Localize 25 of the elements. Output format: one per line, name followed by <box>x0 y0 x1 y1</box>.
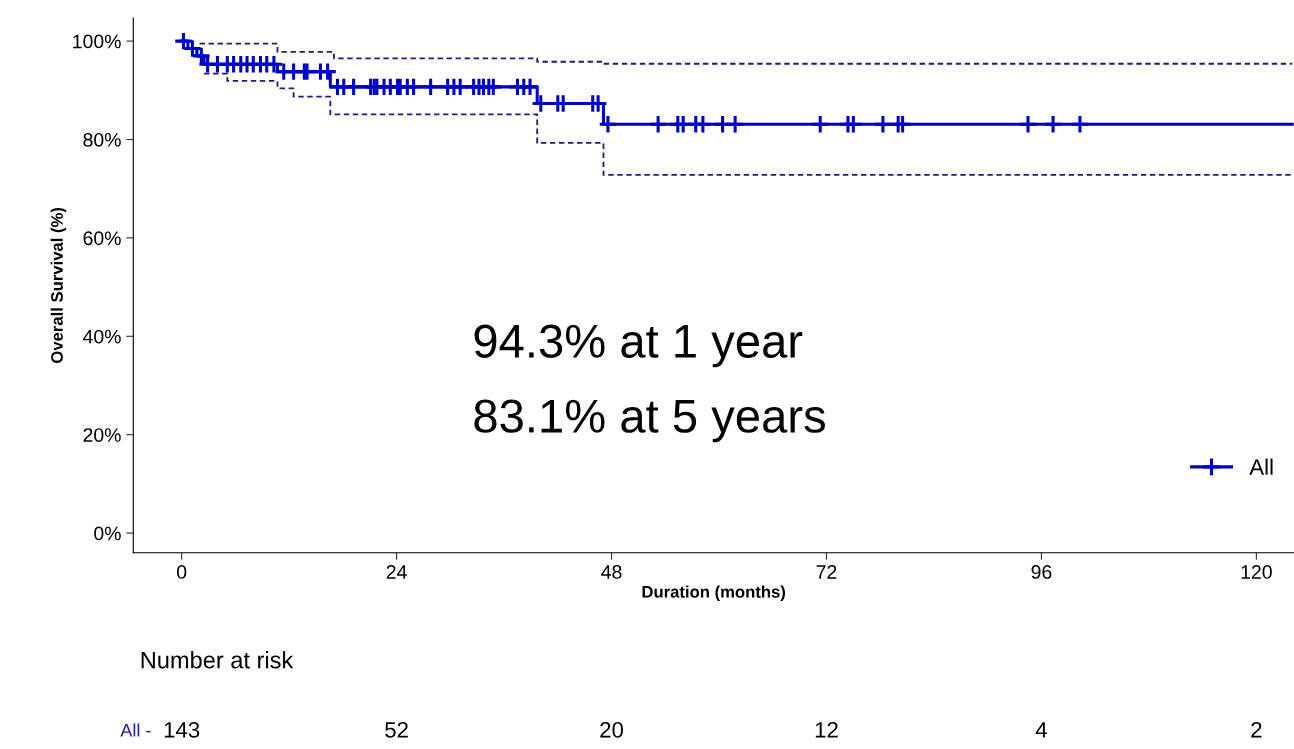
text: 2 <box>1251 722 1262 738</box>
legend-label: All <box>1249 458 1273 475</box>
x-axis-title: Duration (months) <box>642 585 786 602</box>
text: 143 <box>164 722 200 738</box>
x-tick-label: 72 <box>816 565 837 579</box>
y-axis-title: Overall Survival (%) <box>50 207 67 363</box>
text: 52 <box>385 722 408 738</box>
y-tick-label: 40% <box>83 329 121 344</box>
y-tick-label: 100% <box>73 34 121 49</box>
x-tick-label: 96 <box>1031 565 1052 579</box>
y-tick-label: 20% <box>83 428 121 442</box>
x-tick-label: 24 <box>386 565 407 579</box>
annotation: 83.1% at 5 years <box>474 399 825 443</box>
y-tick-label: 60% <box>83 231 121 246</box>
x-tick-label: 0 <box>177 565 187 579</box>
text: Number at risk <box>141 651 294 669</box>
x-tick-label: 120 <box>1241 565 1272 579</box>
text: 20 <box>600 722 624 738</box>
text: 12 <box>815 722 838 738</box>
x-tick-label: 48 <box>601 565 622 579</box>
y-tick-label: 0% <box>94 526 121 541</box>
annotation: 94.3% at 1 year <box>474 324 803 368</box>
y-tick-label: 80% <box>83 132 121 147</box>
text: All - <box>120 723 151 737</box>
text: 4 <box>1035 722 1047 738</box>
